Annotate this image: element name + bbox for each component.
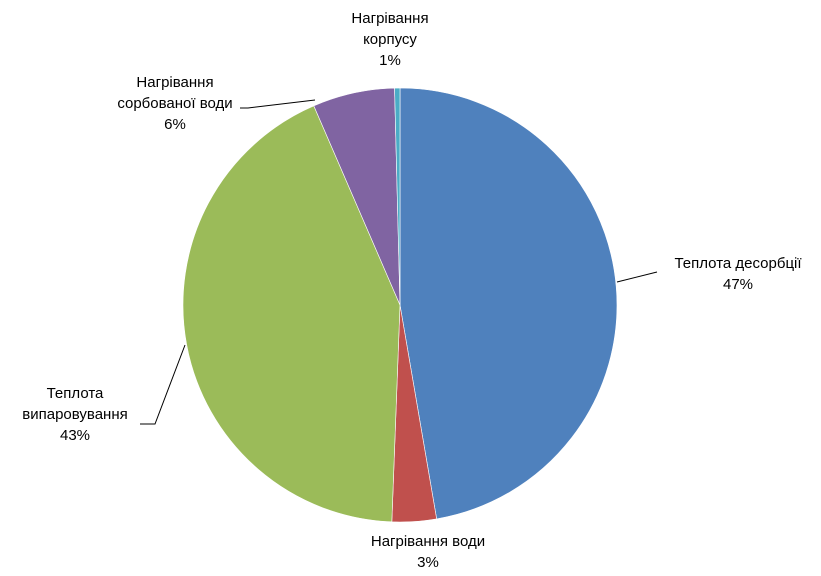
slice-name-line: корпусу [363,31,417,48]
slice-label-3: Нагрівання сорбованої води 6% [117,74,232,133]
pie-slice-0 [399,87,618,520]
slice-name-line: Нагрівання [136,74,213,91]
pie-slice-2 [182,105,401,523]
slice-label-0: Теплота десорбції 47% [674,255,802,293]
slice-percent: 6% [164,116,186,133]
slice-name-line: Теплота десорбції [674,255,802,272]
slice-percent: 47% [723,276,753,293]
leader-line-0 [616,271,658,283]
slice-percent: 3% [417,554,439,571]
slice-name-line: Нагрівання [351,10,428,27]
slice-label-2: Теплота випаровування 43% [22,385,127,444]
slice-labels: Теплота десорбції 47% Нагрівання води 3% Теп… [22,10,802,571]
slice-label-1: Нагрівання води 3% [371,533,485,571]
slice-name-line: Теплота [47,385,104,402]
pie-slices [182,87,618,523]
slice-percent: 1% [379,52,401,69]
pie-slice-4 [394,87,401,306]
slice-name-line: випаровування [22,406,127,423]
leader-lines [140,99,658,425]
leader-line-3 [240,99,316,109]
slice-percent: 43% [60,427,90,444]
slice-name-line: сорбованої води [117,95,232,112]
leader-line-2 [140,344,186,425]
slice-label-4: Нагрівання корпусу 1% [351,10,428,69]
slice-name-line: Нагрівання води [371,533,485,550]
